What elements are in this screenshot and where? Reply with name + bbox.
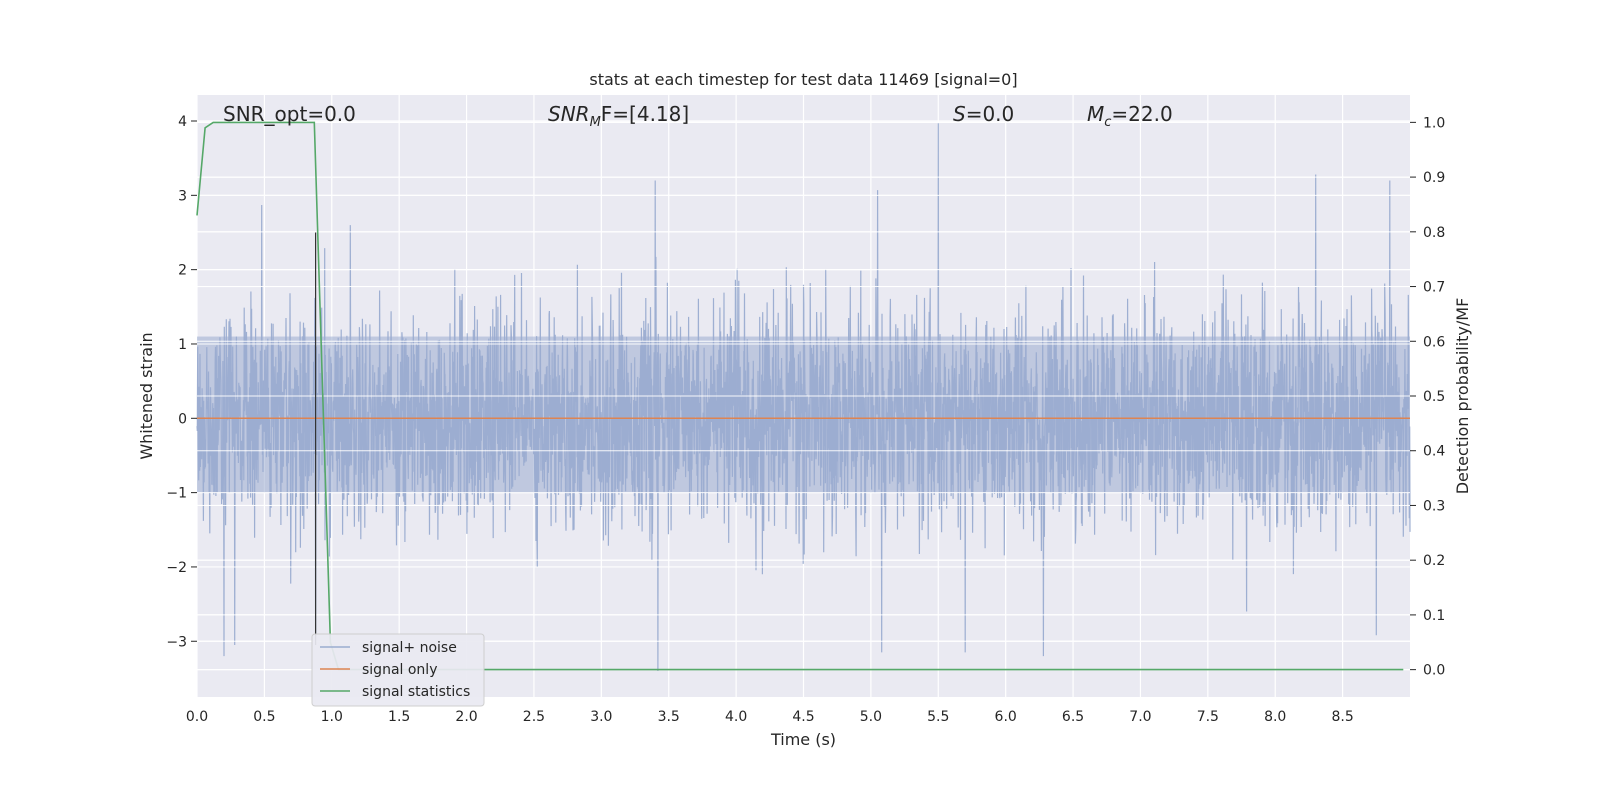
y-right-tick-label: 0.2 [1423, 553, 1445, 569]
x-axis-title: Time (s) [770, 730, 836, 749]
x-tick-label: 3.0 [590, 709, 612, 725]
x-tick-label: 2.5 [523, 709, 545, 725]
y-right-tick-label: 0.8 [1423, 225, 1445, 241]
annotation-mc-rest: =22.0 [1111, 102, 1172, 126]
legend: signal+ noise signal only signal statistic… [311, 633, 485, 707]
annotation-s-main: S [953, 102, 966, 126]
y-tick-label: 1 [178, 337, 187, 353]
y-right-tick-label: 0.1 [1423, 608, 1445, 624]
x-tick-label: 0.0 [186, 709, 208, 725]
x-tick-label: 6.0 [995, 709, 1017, 725]
x-tick-label: 0.5 [253, 709, 275, 725]
annotation-s: S=0.0 [953, 102, 1014, 126]
legend-label: signal only [362, 662, 437, 678]
x-tick-label: 5.5 [927, 709, 949, 725]
x-tick-label: 6.5 [1062, 709, 1084, 725]
x-tick-label: 8.0 [1264, 709, 1286, 725]
x-tick-label: 2.0 [455, 709, 477, 725]
x-tick-label: 1.0 [321, 709, 343, 725]
y-right-tick-label: 0.9 [1423, 170, 1445, 186]
y-right-tick-label: 1.0 [1423, 115, 1445, 131]
y-right-tick-label: 0.4 [1423, 444, 1445, 460]
x-tick-label: 5.0 [860, 709, 882, 725]
series-signal-plus-noise-band [197, 336, 1410, 493]
y-tick-label: 0 [178, 411, 187, 427]
y-axis-title: Whitened strain [137, 332, 156, 459]
annotation-snr-opt: SNR_opt=0.0 [223, 102, 356, 126]
y-right-tick-label: 0.7 [1423, 280, 1445, 296]
annotation-snr-mf-rest: F=[4.18] [601, 102, 689, 126]
legend-label: signal statistics [362, 684, 470, 700]
x-tick-label: 7.0 [1129, 709, 1151, 725]
axes-layer: 0.0 0.5 1.0 1.5 2.0 2.5 3.0 3.5 4.0 4.5 5.0 5.5 6.0 6… [166, 114, 1445, 725]
annotation-mc-main: M [1087, 102, 1104, 126]
y-tick-label: −2 [166, 560, 187, 576]
y-tick-label: 4 [178, 114, 187, 130]
x-tick-label: 8.5 [1331, 709, 1353, 725]
chart-title: stats at each timestep for test data 114… [589, 70, 1017, 89]
y-axis-right-title: Detection probability/MF [1453, 298, 1472, 495]
x-tick-label: 4.5 [792, 709, 814, 725]
y-tick-label: 2 [178, 263, 187, 279]
legend-label: signal+ noise [362, 640, 457, 656]
y-right-tick-label: 0.3 [1423, 498, 1445, 514]
annotation-mc-sub: c [1104, 115, 1111, 130]
annotation-snr-mf-main: SNR [548, 102, 590, 126]
annotation-s-rest: =0.0 [966, 102, 1015, 126]
y-right-tick-label: 0.6 [1423, 334, 1445, 350]
y-tick-label: −3 [166, 634, 187, 650]
x-tick-label: 4.0 [725, 709, 747, 725]
y-tick-label: −1 [166, 486, 187, 502]
y-right-tick-label: 0.0 [1423, 663, 1445, 679]
x-tick-label: 7.5 [1197, 709, 1219, 725]
x-tick-label: 3.5 [658, 709, 680, 725]
annotation-snr-mf: SNRMF=[4.18] [548, 102, 689, 130]
data-layer [196, 120, 1411, 672]
x-tick-label: 1.5 [388, 709, 410, 725]
y-tick-label: 3 [178, 188, 187, 204]
y-right-tick-label: 0.5 [1423, 389, 1445, 405]
annotation-snr-mf-sub: M [590, 115, 601, 130]
annotation-mc: Mc=22.0 [1087, 102, 1173, 130]
legend-box [311, 633, 485, 707]
